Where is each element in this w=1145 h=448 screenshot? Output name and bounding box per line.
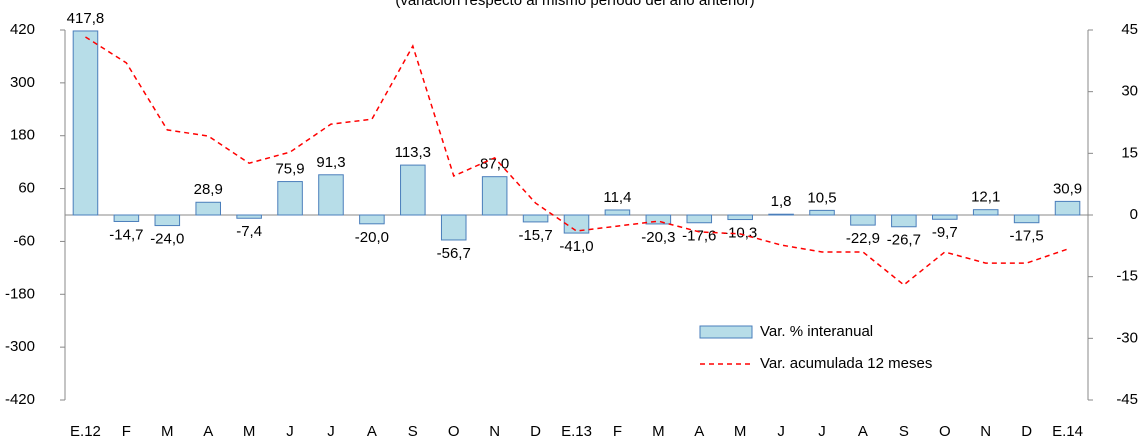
bar xyxy=(604,209,631,216)
legend-label: Var. acumulada 12 meses xyxy=(760,355,932,372)
bar xyxy=(686,214,713,224)
y2-tick-label: -30 xyxy=(1116,329,1138,346)
bar xyxy=(932,214,958,220)
x-tick-label: N xyxy=(489,423,500,440)
data-label: -56,7 xyxy=(437,245,471,262)
bar xyxy=(400,164,426,216)
x-tick-label: A xyxy=(694,423,704,440)
data-label: 11,4 xyxy=(603,189,631,206)
x-tick-label: M xyxy=(652,423,665,440)
data-label: -17,5 xyxy=(1010,228,1044,245)
y2-tick-label: 30 xyxy=(1121,83,1138,100)
bar xyxy=(113,214,140,222)
y2-tick-label: -15 xyxy=(1116,268,1138,285)
data-label: -20,0 xyxy=(355,229,389,246)
data-label: -17,6 xyxy=(682,228,716,245)
x-tick-label: A xyxy=(203,423,213,440)
data-label: 75,9 xyxy=(275,161,304,178)
y2-tick-label: 45 xyxy=(1121,21,1138,38)
data-label: 1,8 xyxy=(771,193,792,210)
bar xyxy=(563,214,590,234)
y-tick-label: 420 xyxy=(10,21,35,38)
x-tick-label: F xyxy=(122,423,131,440)
x-tick-label: D xyxy=(530,423,541,440)
x-tick-label: S xyxy=(408,423,418,440)
data-label: 30,9 xyxy=(1053,180,1082,197)
x-tick-label: A xyxy=(858,423,868,440)
y-tick-label: -180 xyxy=(5,285,35,302)
y2-tick-label: -45 xyxy=(1116,391,1138,408)
chart-subtitle: (variación respecto al mismo período del… xyxy=(395,0,754,9)
y-tick-label: 60 xyxy=(18,180,35,197)
bar xyxy=(809,209,835,216)
bar xyxy=(318,174,344,216)
x-tick-label: J xyxy=(286,423,294,440)
x-tick-label: A xyxy=(367,423,377,440)
line xyxy=(85,36,1068,286)
data-label: 87,0 xyxy=(480,156,509,173)
x-tick-label: J xyxy=(777,423,785,440)
data-label: 10,5 xyxy=(807,189,836,206)
bar xyxy=(154,214,181,227)
x-tick-label: E.13 xyxy=(561,423,592,440)
x-tick-label: M xyxy=(734,423,747,440)
y-tick-label: 180 xyxy=(10,127,35,144)
bar xyxy=(768,213,794,216)
data-label: -14,7 xyxy=(109,226,143,243)
legend-label: Var. % interanual xyxy=(760,323,873,340)
y-tick-label: -60 xyxy=(13,232,35,249)
x-tick-label: E.12 xyxy=(70,423,101,440)
y2-tick-label: 0 xyxy=(1130,206,1138,223)
bar xyxy=(440,214,467,241)
x-tick-label: E.14 xyxy=(1052,423,1083,440)
data-label: -20,3 xyxy=(641,229,675,246)
x-tick-label: O xyxy=(448,423,460,440)
x-tick-label: J xyxy=(818,423,826,440)
x-tick-label: J xyxy=(327,423,335,440)
bar xyxy=(972,209,999,216)
bar xyxy=(359,214,385,225)
data-label: -9,7 xyxy=(932,224,958,241)
legend-swatch xyxy=(699,325,753,339)
data-label: -41,0 xyxy=(559,238,593,255)
data-label: 417,8 xyxy=(67,10,105,27)
bar xyxy=(727,214,753,221)
y-tick-label: -300 xyxy=(5,338,35,355)
data-label: 28,9 xyxy=(194,181,223,198)
data-label: 91,3 xyxy=(316,154,345,171)
data-label: -26,7 xyxy=(887,232,921,249)
bar xyxy=(72,30,99,216)
data-label: 113,3 xyxy=(395,144,431,161)
data-label: -22,9 xyxy=(846,230,880,247)
bar xyxy=(891,214,917,228)
data-label: -15,7 xyxy=(518,227,552,244)
x-tick-label: O xyxy=(939,423,951,440)
y-tick-label: -420 xyxy=(5,391,35,408)
data-label: -10,3 xyxy=(723,225,757,242)
bar xyxy=(522,214,549,223)
bar xyxy=(481,176,508,216)
bar xyxy=(1054,200,1081,216)
x-tick-label: S xyxy=(899,423,909,440)
y-tick-label: 300 xyxy=(10,74,35,91)
y2-tick-label: 15 xyxy=(1121,144,1138,161)
bar xyxy=(645,214,672,225)
x-tick-label: F xyxy=(613,423,622,440)
x-tick-label: D xyxy=(1021,423,1032,440)
data-label: -7,4 xyxy=(236,223,262,240)
bar xyxy=(1013,214,1040,224)
data-label: 12,1 xyxy=(971,189,1000,206)
bar xyxy=(195,201,221,216)
data-label: -24,0 xyxy=(150,231,184,248)
bar xyxy=(850,214,876,226)
x-tick-label: N xyxy=(980,423,991,440)
x-tick-label: M xyxy=(161,423,174,440)
bar xyxy=(236,214,262,219)
x-tick-label: M xyxy=(243,423,256,440)
bar xyxy=(277,181,303,216)
